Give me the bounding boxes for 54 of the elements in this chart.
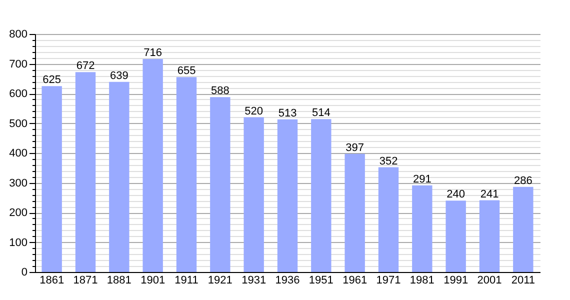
data-label: 291: [412, 173, 432, 186]
data-label: 672: [76, 60, 95, 72]
data-label: 513: [278, 107, 297, 120]
x-tick-label: 1951: [308, 274, 334, 286]
bar: [513, 186, 534, 272]
bar: [176, 77, 197, 272]
data-label: 286: [514, 174, 532, 187]
y-tick-label: 0: [21, 266, 28, 278]
bar: [210, 97, 230, 272]
data-label: 397: [346, 142, 364, 154]
x-tick-label: 2001: [477, 274, 502, 286]
bar: [142, 58, 163, 272]
bar: [42, 86, 62, 272]
x-tick-label: 1971: [376, 274, 401, 286]
x-tick-label: 1936: [275, 274, 300, 286]
y-tick-label: 100: [9, 236, 28, 249]
x-tick-label: 1991: [444, 274, 468, 286]
y-tick-label: 400: [9, 148, 28, 160]
bar: [109, 82, 130, 272]
x-tick-label: 2011: [511, 274, 535, 286]
x-tick-label: 1931: [242, 274, 266, 286]
x-tick-label: 1871: [73, 274, 98, 286]
x-tick-label: 1911: [174, 274, 198, 286]
x-tick-label: 1861: [40, 274, 64, 286]
bar: [75, 72, 96, 272]
bar: [378, 167, 399, 272]
data-label: 240: [446, 188, 466, 201]
x-tick-label: 1921: [208, 274, 232, 286]
y-tick-label: 200: [9, 207, 28, 219]
y-tick-label: 500: [9, 118, 28, 130]
bar: [446, 200, 466, 272]
x-tick-label: 1981: [410, 274, 434, 286]
data-label: 716: [144, 46, 162, 59]
x-tick-label: 1961: [342, 274, 368, 286]
bar: [344, 154, 365, 272]
data-label: 514: [312, 107, 330, 120]
data-label: 625: [42, 74, 62, 86]
y-tick-label: 700: [9, 58, 28, 70]
data-label: 655: [177, 65, 196, 78]
data-label: 639: [110, 70, 128, 82]
bar: [244, 117, 264, 272]
y-tick-label: 800: [9, 28, 28, 40]
bar: [412, 185, 432, 272]
data-label: 588: [210, 85, 230, 98]
bar: [277, 119, 298, 272]
y-tick-label: 300: [9, 177, 28, 190]
data-label: 352: [379, 155, 398, 168]
data-label: 241: [480, 188, 499, 200]
x-tick-label: 1881: [106, 274, 132, 286]
bar: [479, 200, 500, 272]
bar: [311, 119, 332, 272]
y-tick-label: 600: [9, 88, 28, 100]
x-tick-label: 1901: [140, 274, 166, 286]
data-label: 520: [244, 105, 264, 118]
